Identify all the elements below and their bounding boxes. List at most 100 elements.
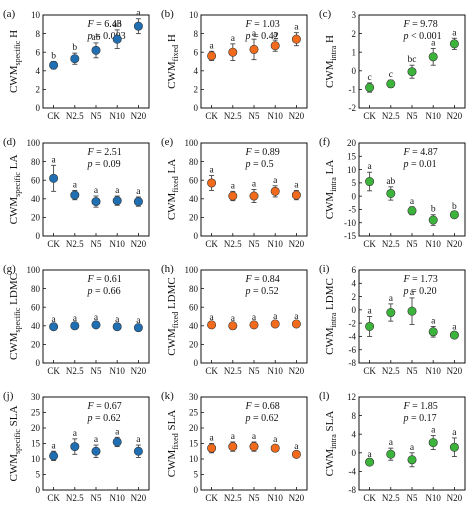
y-tick-label: 15 xyxy=(347,151,357,161)
x-tick-label: CK xyxy=(363,111,376,121)
x-tick-label: N5 xyxy=(249,493,260,503)
stat-f-symbol: F xyxy=(87,147,95,158)
x-tick-label: N5 xyxy=(91,111,102,121)
data-point xyxy=(207,51,217,61)
x-tick-label: N5 xyxy=(249,239,260,249)
stat-p: p = 0.17 xyxy=(403,413,437,424)
x-tick-label: N2.5 xyxy=(224,239,242,249)
significance-letter: a xyxy=(452,428,457,438)
significance-letter: a xyxy=(273,30,278,40)
y-tick-label: 15 xyxy=(31,439,41,449)
significance-letter: a xyxy=(209,434,214,444)
stat-p-symbol: p xyxy=(403,413,409,424)
x-tick-label: N20 xyxy=(131,366,147,376)
y-tick-label: 1 xyxy=(352,47,357,57)
y-tick-label: 100 xyxy=(27,138,41,148)
significance-letter: a xyxy=(252,313,257,323)
data-point xyxy=(449,330,459,340)
x-tick-label: N10 xyxy=(425,493,441,503)
x-tick-label: N2.5 xyxy=(66,493,84,503)
y-tick-label: 20 xyxy=(31,213,41,223)
data-point xyxy=(365,177,375,187)
stat-f: F = 0.84 xyxy=(245,274,280,285)
x-tick-label: N2.5 xyxy=(382,366,400,376)
significance-letter: b xyxy=(431,205,436,215)
y-tick-label: 20 xyxy=(347,138,357,148)
data-point xyxy=(407,306,417,316)
panel-c: (c) -2 -1 0 1 2 3 CK N2.5 N5 N10 N20 CWMintra H F = 9… xyxy=(319,8,466,121)
y-axis-title: CWMintra LA xyxy=(324,160,338,220)
y-tick-label: -8 xyxy=(349,358,357,368)
significance-letter: ab xyxy=(113,20,122,30)
stat-p: p = 0.5 xyxy=(245,159,274,170)
data-point xyxy=(270,319,280,329)
stat-f-value: = 2.51 xyxy=(94,147,122,158)
y-tick-label: 6 xyxy=(352,265,357,275)
significance-letter: a xyxy=(51,441,56,451)
y-tick-label: 20 xyxy=(189,423,199,433)
data-point xyxy=(270,41,280,51)
y-tick-label: -4 xyxy=(349,332,357,342)
x-tick-label: N20 xyxy=(447,366,463,376)
x-tick-label: N2.5 xyxy=(382,493,400,503)
data-point xyxy=(70,442,80,452)
data-point xyxy=(249,320,259,330)
significance-letter: a xyxy=(294,312,299,322)
y-axis-title-main: CWM xyxy=(166,450,178,478)
panel-g: (g) 0 20 40 60 80 100 CK N2.5 N5 N10 N20 CWMspecific… xyxy=(3,263,150,376)
significance-letter: a xyxy=(431,38,436,48)
data-point xyxy=(249,44,259,54)
stat-f: F = 9.78 xyxy=(403,19,438,30)
y-tick-label: 5 xyxy=(194,470,199,480)
data-point xyxy=(228,47,238,57)
y-tick-label: 0 xyxy=(36,231,41,241)
y-axis-title: CWMfixed SLA xyxy=(166,410,180,478)
data-point xyxy=(91,45,101,55)
data-point xyxy=(291,319,301,329)
x-tick-label: N5 xyxy=(407,493,418,503)
y-tick-label: 0 xyxy=(194,103,199,113)
data-point xyxy=(249,442,259,452)
x-tick-label: N5 xyxy=(407,239,418,249)
y-axis-title-trait: SLA xyxy=(8,405,20,429)
significance-letter: a xyxy=(452,28,457,38)
y-tick-label: -2 xyxy=(349,318,357,328)
data-point xyxy=(133,21,143,31)
stat-p-symbol: p xyxy=(403,286,409,297)
panel-i: (i) -8 -6 -4 -2 0 2 4 6 CK N2.5 N5 N10 N20 CWMintra LD… xyxy=(319,263,466,376)
y-axis-title-main: CWM xyxy=(8,332,20,360)
y-axis-title-subscript: specific xyxy=(13,429,22,454)
stat-f-symbol: F xyxy=(87,274,95,285)
data-point xyxy=(249,191,259,201)
significance-letter: a xyxy=(252,29,257,39)
y-axis-title: CWMfixed H xyxy=(166,34,180,89)
data-point xyxy=(133,323,143,333)
stat-f-symbol: F xyxy=(245,274,253,285)
y-axis-title-subscript: intra xyxy=(329,45,338,60)
y-axis-title-main: CWM xyxy=(324,449,336,477)
stat-p: p = 0.01 xyxy=(403,159,437,170)
y-tick-label: 10 xyxy=(189,10,199,20)
y-tick-label: 2 xyxy=(194,85,199,95)
y-tick-label: 0 xyxy=(36,358,41,368)
data-point xyxy=(133,197,143,207)
y-axis-title-main: CWM xyxy=(8,197,20,225)
significance-letter: c xyxy=(389,70,393,80)
y-axis-title: CWMintra SLA xyxy=(324,411,338,477)
y-axis-title: CWMfixed LA xyxy=(166,159,180,220)
x-tick-label: CK xyxy=(205,366,218,376)
x-tick-label: N2.5 xyxy=(224,111,242,121)
stat-p: p = 0.66 xyxy=(87,286,121,297)
y-axis-title-main: CWM xyxy=(324,327,336,355)
y-axis-title-main: CWM xyxy=(166,328,178,356)
significance-letter: a xyxy=(209,41,214,51)
x-tick-label: CK xyxy=(205,493,218,503)
stat-p-symbol: p xyxy=(245,413,251,424)
significance-letter: a xyxy=(209,313,214,323)
y-tick-label: -2 xyxy=(349,103,357,113)
stat-p-symbol: p xyxy=(245,31,251,42)
panel-h: (h) 0 20 40 60 80 100 CK N2.5 N5 N10 N20 CWMfixed LD… xyxy=(161,263,308,376)
significance-letter: a xyxy=(367,450,372,460)
stat-f: F = 0.61 xyxy=(87,274,122,285)
stat-p: p = 0.003 xyxy=(87,31,126,42)
